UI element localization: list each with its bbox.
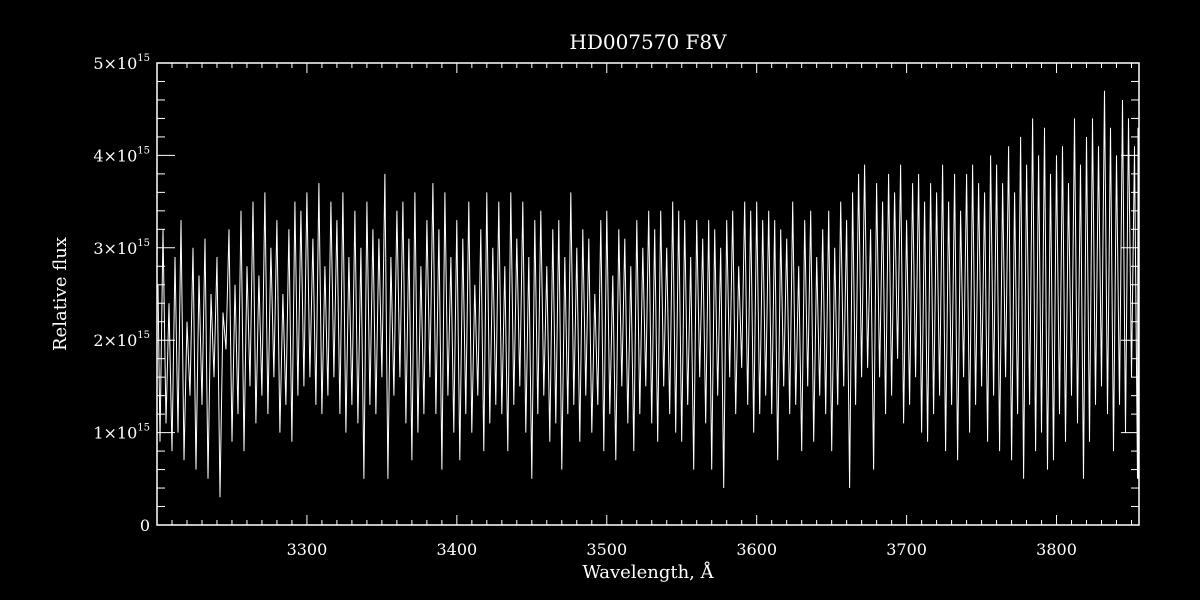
y-tick-label: 3×1015 [93, 238, 150, 258]
x-tick-label: 3800 [1036, 540, 1077, 559]
y-axis-label: Relative flux [50, 237, 71, 351]
y-tick-label: 4×1015 [93, 145, 150, 165]
x-tick-label: 3300 [287, 540, 328, 559]
y-tick-label: 0 [140, 516, 150, 535]
x-tick-label: 3400 [436, 540, 477, 559]
x-tick-label: 3500 [586, 540, 627, 559]
x-tick-label: 3700 [886, 540, 927, 559]
x-tick-label: 3600 [736, 540, 777, 559]
y-tick-label: 1×1015 [93, 423, 150, 443]
y-tick-label: 5×1015 [93, 53, 150, 73]
spectrum-line [157, 90, 1139, 498]
series-group [157, 90, 1139, 498]
axis-ticks [157, 63, 1139, 525]
y-tick-label: 2×1015 [93, 330, 150, 350]
x-axis-label: Wavelength, Å [582, 561, 714, 583]
tick-labels: 3300 3400 3500 3600 3700 3800 0 1×1015 2×1015 3×1… [93, 53, 1077, 559]
plot-frame [156, 62, 1140, 526]
chart-title: HD007570 F8V [569, 30, 727, 54]
